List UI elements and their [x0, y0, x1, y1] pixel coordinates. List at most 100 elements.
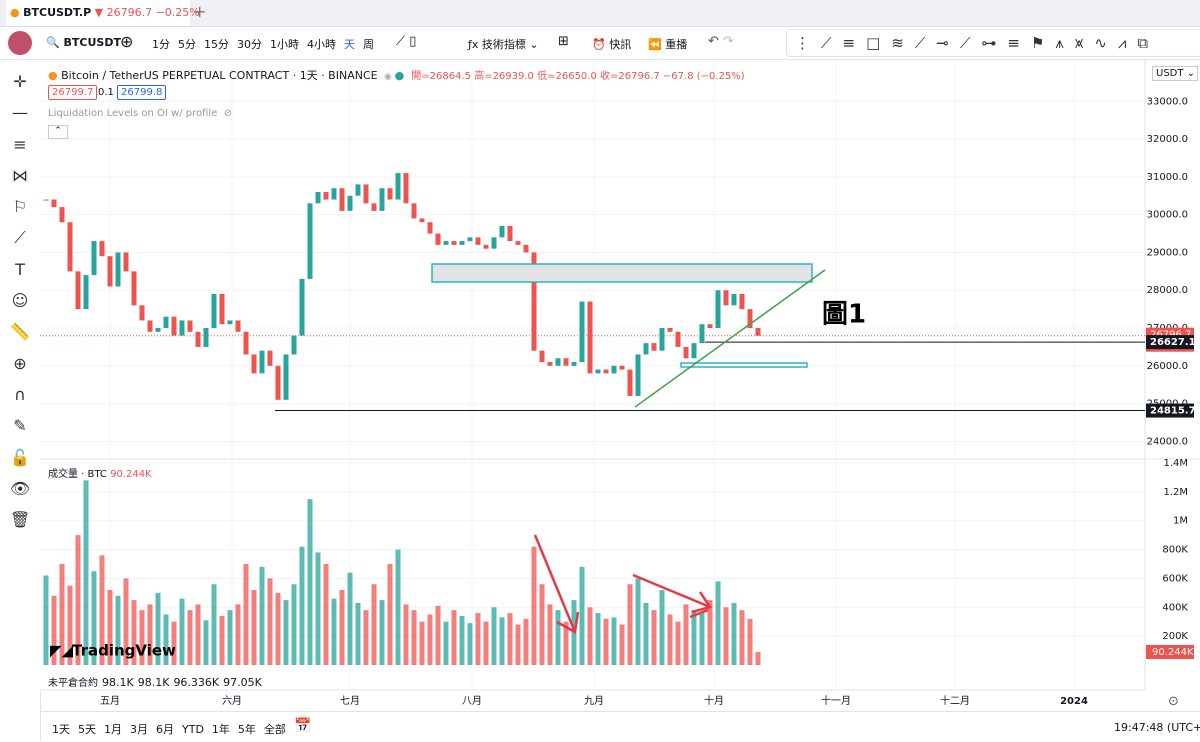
oi-value: 98.1K	[137, 676, 170, 689]
goto-date[interactable]: 📅	[294, 718, 312, 734]
bid[interactable]: 26799.7	[48, 85, 98, 100]
y-tick-label: 24000.0	[1147, 436, 1188, 447]
compare[interactable]: ⊕	[120, 32, 134, 51]
tab-price: ▼ 26796.7	[94, 6, 153, 19]
top-toolbar: 🔍 BTCUSDT ⊕ 1分 5分 15分 30分 1小時 4小時天周 ⟋ ▯ ƒx 技術…	[0, 27, 1200, 60]
volume-bar	[91, 571, 97, 665]
ask[interactable]: 26799.8	[117, 85, 167, 100]
legend-ohlc: 開=26864.5 高=26939.0 低=26650.0 收=26796.7 …	[411, 71, 745, 82]
range[interactable]: YTD	[182, 723, 204, 736]
range[interactable]: 5天	[78, 723, 96, 736]
candle	[635, 354, 641, 397]
layouts[interactable]: ⊞	[558, 34, 569, 49]
candle	[67, 222, 73, 272]
volume-bar	[499, 617, 505, 665]
volume-bar	[75, 535, 81, 665]
symbol: BTCUSDT	[63, 36, 121, 49]
drawing-toolbar[interactable]: ⋮⟋≡□≋⟋⊸⟋⊶≡⚑⩚⩙∿⩘⧉	[786, 29, 1200, 57]
candle	[75, 271, 81, 310]
y-tick-label: 1.4M	[1163, 458, 1188, 469]
time-label: 八月	[462, 695, 482, 707]
chart: 圖1 TradingView ◤◢ 五月 六月 七月 八月 九月 十月 十一月 十二月 2024…	[40, 60, 1200, 707]
volume-bar	[683, 604, 689, 665]
volume-bar	[731, 602, 737, 665]
range[interactable]: 5年	[237, 723, 256, 736]
interval[interactable]: 1分	[152, 38, 170, 51]
y-tick-label: 28000.0	[1147, 285, 1188, 296]
interval[interactable]: 5分	[178, 38, 196, 51]
legend: ● Bitcoin / TetherUS PERPETUAL CONTRACT …	[48, 69, 745, 82]
pane-bg	[40, 60, 1145, 690]
oi-value: 96.336K	[173, 676, 220, 689]
volume-name: 成交量 · BTC	[48, 469, 107, 480]
candle	[131, 271, 137, 306]
candle	[659, 328, 665, 351]
candle	[219, 294, 225, 325]
volume-bar	[435, 605, 441, 665]
candle	[707, 324, 713, 329]
interval[interactable]: 天	[344, 38, 355, 51]
range[interactable]: 全部	[263, 723, 286, 736]
interval[interactable]: 30分	[237, 38, 262, 51]
range[interactable]: 1月	[104, 723, 122, 736]
undo[interactable]: ↶ ↷	[708, 34, 734, 49]
interval[interactable]: 15分	[204, 38, 229, 51]
resistance-zone	[431, 263, 813, 283]
y-tick-label: 26000.0	[1147, 361, 1188, 372]
range[interactable]: 1天	[52, 723, 70, 736]
candle	[259, 350, 265, 374]
range[interactable]: 3月	[130, 723, 148, 736]
candle	[603, 369, 609, 374]
interval[interactable]: 4小時	[307, 38, 336, 51]
volume-bar	[627, 584, 633, 665]
interval[interactable]: 1小時	[270, 38, 299, 51]
candle	[235, 320, 241, 332]
candle	[459, 241, 465, 245]
arrow-head	[691, 591, 712, 614]
candle	[507, 225, 513, 242]
candle	[539, 350, 545, 363]
alerts-btn[interactable]: ⏰ 快訊	[592, 38, 632, 51]
collapse[interactable]: ⌃	[48, 125, 68, 139]
settings[interactable]: ⊙	[1168, 694, 1179, 709]
volume-legend: 成交量 · BTC 90.244K	[48, 465, 152, 480]
candle	[499, 225, 505, 238]
candle	[331, 188, 337, 200]
indicators-btn[interactable]: ƒx 技術指標 ⌄	[468, 38, 539, 51]
replay-btn[interactable]: ⏪ 重播	[648, 38, 688, 51]
tab-symbol: BTCUSDT.P	[23, 6, 92, 19]
volume-bar	[635, 578, 641, 665]
volume-bar	[715, 581, 721, 665]
volume-bar	[483, 621, 489, 665]
candle	[419, 218, 425, 223]
volume-bar	[491, 607, 497, 665]
tab[interactable]: ● BTCUSDT.P ▼ 26796.7 −0.25%	[6, 0, 200, 26]
interval[interactable]: 周	[363, 38, 374, 51]
candle	[435, 233, 441, 245]
new-tab[interactable]: +	[193, 2, 207, 21]
y-tick-label: 31000.0	[1147, 172, 1188, 183]
y-tick-label: 29000.0	[1147, 247, 1188, 258]
spread: 0.1	[98, 87, 114, 98]
volume-bar	[691, 610, 697, 665]
legend-eye[interactable]: ◉	[381, 72, 395, 82]
range[interactable]: 6月	[156, 723, 174, 736]
volume-bar	[659, 589, 665, 665]
candle	[395, 173, 401, 200]
volume-bar	[723, 607, 729, 665]
volume-bar	[195, 604, 201, 665]
candle	[427, 222, 433, 234]
candle	[139, 305, 145, 321]
volume-bar	[403, 604, 409, 665]
candle	[251, 354, 257, 374]
tools[interactable]: ✛ — ≡ ⋈ ⚐ ⟋ T ☺ 📏 ⊕ ∩ ✎ 🔓 👁 🗑	[10, 72, 31, 530]
symbol-search[interactable]: 🔍 BTCUSDT	[46, 36, 121, 49]
arrow	[689, 608, 709, 619]
chart-type[interactable]: ⟋ ▯	[396, 34, 417, 49]
y-tick-label: 200K	[1162, 631, 1188, 642]
currency[interactable]: USDT ⌄	[1152, 66, 1198, 81]
range[interactable]: 1年	[211, 723, 230, 736]
avatar[interactable]	[8, 31, 32, 55]
volume-bar	[323, 564, 329, 665]
